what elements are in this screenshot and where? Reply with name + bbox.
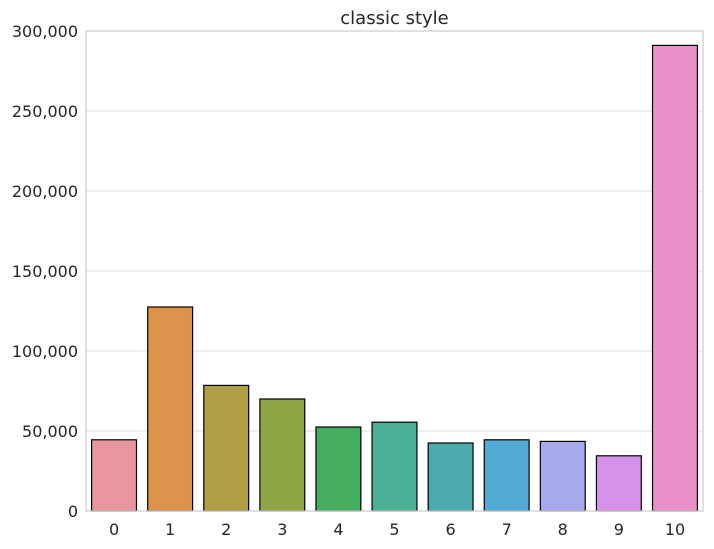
bar-6	[427, 442, 474, 512]
x-tick-label: 7	[502, 520, 512, 539]
y-tick-label: 0	[68, 502, 78, 521]
bar-9	[595, 455, 642, 512]
x-tick-label: 9	[614, 520, 624, 539]
x-axis-ticks: 0 1 2 3 4 5 6 7 8 9 10	[109, 520, 685, 539]
y-tick-label: 300,000	[12, 22, 78, 41]
bar-0	[91, 439, 138, 512]
y-tick-label: 100,000	[12, 342, 78, 361]
bar-4	[315, 426, 362, 512]
y-tick-label: 250,000	[12, 102, 78, 121]
x-tick-label: 3	[277, 520, 287, 539]
y-tick-label: 200,000	[12, 182, 78, 201]
bar-8	[539, 440, 586, 512]
bar-5	[371, 421, 418, 512]
x-tick-label: 0	[109, 520, 119, 539]
bars	[91, 44, 698, 512]
bar-10	[651, 44, 698, 512]
x-tick-label: 10	[665, 520, 685, 539]
plot-border	[85, 30, 704, 512]
x-tick-label: 4	[333, 520, 343, 539]
y-tick-label: 50,000	[22, 422, 78, 441]
plot-frame	[85, 30, 704, 512]
x-tick-label: 6	[445, 520, 455, 539]
y-tick-label: 150,000	[12, 262, 78, 281]
y-axis-ticks: 0 50,000 100,000 150,000 200,000 250,000 300,0…	[12, 22, 78, 521]
bar-7	[483, 439, 530, 512]
x-tick-label: 5	[389, 520, 399, 539]
bar-3	[259, 398, 306, 512]
x-tick-label: 2	[221, 520, 231, 539]
bar-1	[147, 306, 194, 512]
x-tick-label: 1	[165, 520, 175, 539]
bar-2	[203, 384, 250, 512]
chart-title: classic style	[340, 8, 448, 29]
x-tick-label: 8	[558, 520, 568, 539]
